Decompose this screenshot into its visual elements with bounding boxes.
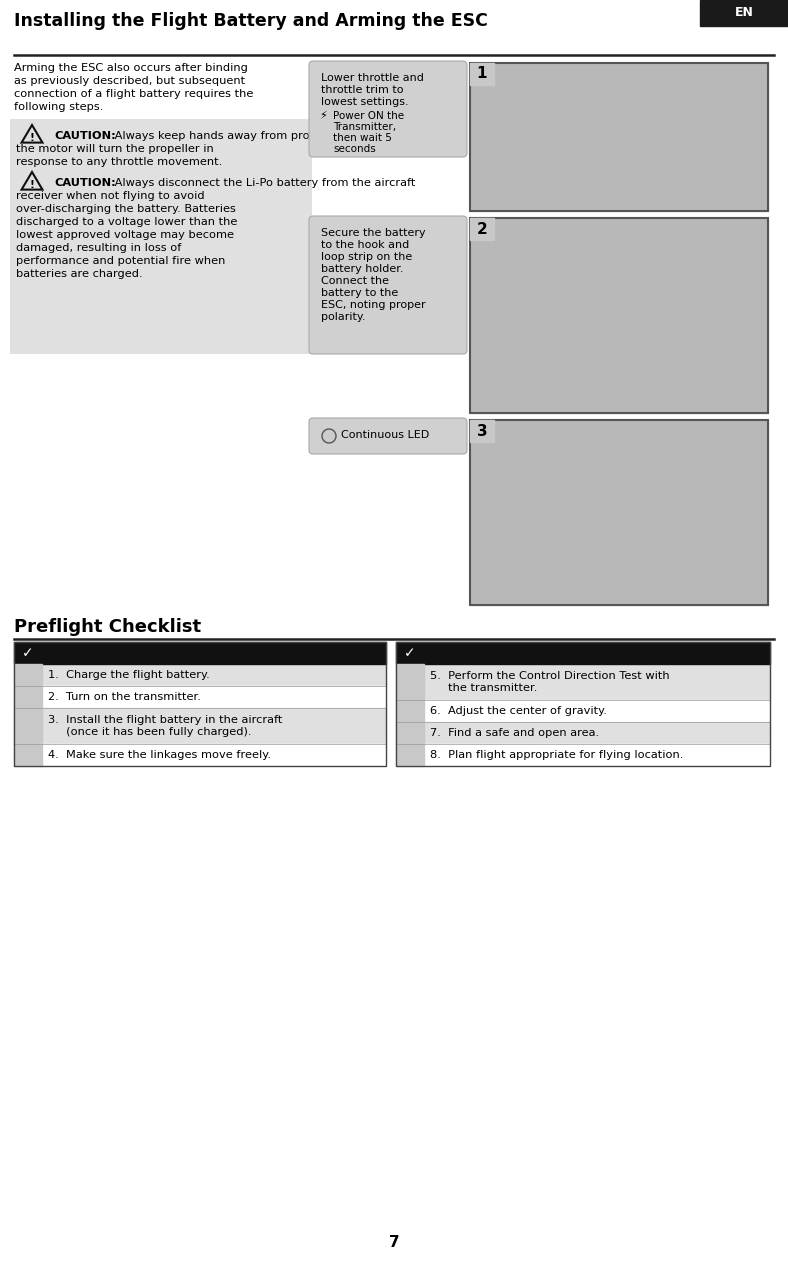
Bar (396, 744, 770, 767)
Text: 4.  Make sure the linkages move freely.: 4. Make sure the linkages move freely. (48, 750, 271, 760)
Text: 1: 1 (477, 67, 487, 81)
Text: receiver when not flying to avoid: receiver when not flying to avoid (16, 191, 205, 201)
Bar (14, 664, 42, 686)
Bar (470, 218, 768, 412)
Text: Always disconnect the Li-Po battery from the aircraft: Always disconnect the Li-Po battery from… (111, 178, 415, 188)
Bar (700, 0, 788, 27)
Text: as previously described, but subsequent: as previously described, but subsequent (14, 76, 245, 86)
Text: batteries are charged.: batteries are charged. (16, 269, 143, 280)
Text: 3.  Install the flight battery in the aircraft
     (once it has been fully char: 3. Install the flight battery in the air… (48, 715, 282, 736)
Bar (396, 744, 424, 767)
Text: the motor will turn the propeller in: the motor will turn the propeller in (16, 144, 214, 154)
Text: 2: 2 (477, 221, 487, 237)
Text: Arming the ESC also occurs after binding: Arming the ESC also occurs after binding (14, 63, 248, 73)
Text: response to any throttle movement.: response to any throttle movement. (16, 157, 222, 167)
Text: battery holder.: battery holder. (321, 264, 403, 275)
Text: polarity.: polarity. (321, 312, 366, 323)
Text: ESC, noting proper: ESC, noting proper (321, 300, 426, 310)
Bar (396, 700, 424, 722)
Bar (10, 119, 312, 354)
Bar (470, 63, 494, 85)
Text: !: ! (30, 133, 35, 143)
Text: 6.  Adjust the center of gravity.: 6. Adjust the center of gravity. (430, 706, 607, 716)
Bar (396, 664, 770, 700)
Text: Continuous LED: Continuous LED (341, 430, 429, 440)
Bar (470, 63, 768, 211)
Text: battery to the: battery to the (321, 288, 398, 299)
Text: 1.  Charge the flight battery.: 1. Charge the flight battery. (48, 670, 210, 681)
Text: 8.  Plan flight appropriate for flying location.: 8. Plan flight appropriate for flying lo… (430, 750, 683, 760)
Bar (14, 643, 386, 664)
Text: following steps.: following steps. (14, 102, 103, 113)
Text: 2.  Turn on the transmitter.: 2. Turn on the transmitter. (48, 692, 201, 702)
Bar (396, 722, 770, 744)
Bar (396, 643, 770, 664)
Text: Always keep hands away from propeller. When armed,: Always keep hands away from propeller. W… (111, 132, 425, 140)
Text: ✓: ✓ (22, 646, 34, 660)
Bar (396, 643, 770, 767)
Bar (470, 63, 768, 211)
Text: EN: EN (734, 6, 753, 19)
Text: discharged to a voltage lower than the: discharged to a voltage lower than the (16, 218, 237, 226)
Bar (14, 744, 386, 767)
Text: seconds: seconds (333, 144, 376, 154)
Text: 7: 7 (388, 1235, 400, 1250)
Text: Transmitter,: Transmitter, (333, 121, 396, 132)
Text: Connect the: Connect the (321, 276, 389, 286)
Text: Secure the battery: Secure the battery (321, 228, 426, 238)
Text: CAUTION:: CAUTION: (54, 132, 116, 140)
Text: lowest settings.: lowest settings. (321, 97, 409, 108)
Text: Lower throttle and: Lower throttle and (321, 73, 424, 83)
Text: CAUTION:: CAUTION: (54, 178, 116, 188)
Bar (14, 686, 386, 708)
Bar (470, 420, 494, 441)
Text: connection of a flight battery requires the: connection of a flight battery requires … (14, 89, 254, 99)
Text: Power ON the: Power ON the (333, 111, 404, 121)
Text: lowest approved voltage may become: lowest approved voltage may become (16, 230, 234, 240)
Text: 7.  Find a safe and open area.: 7. Find a safe and open area. (430, 727, 599, 737)
Text: loop strip on the: loop strip on the (321, 252, 412, 262)
Bar (14, 643, 386, 767)
Bar (396, 700, 770, 722)
Bar (14, 744, 42, 767)
Bar (470, 218, 768, 412)
Text: ✓: ✓ (404, 646, 416, 660)
Bar (14, 708, 42, 744)
Bar (14, 664, 386, 686)
Text: to the hook and: to the hook and (321, 240, 409, 250)
Text: damaged, resulting in loss of: damaged, resulting in loss of (16, 243, 181, 253)
Text: over-discharging the battery. Batteries: over-discharging the battery. Batteries (16, 204, 236, 214)
Text: !: ! (30, 180, 35, 190)
Text: ⚡: ⚡ (319, 111, 327, 121)
Bar (396, 722, 424, 744)
Text: Preflight Checklist: Preflight Checklist (14, 619, 201, 636)
Text: throttle trim to: throttle trim to (321, 85, 403, 95)
Circle shape (322, 429, 336, 443)
Bar (470, 420, 768, 605)
Bar (396, 664, 424, 700)
Text: 3: 3 (477, 424, 487, 439)
Bar (14, 708, 386, 744)
Text: then wait 5: then wait 5 (333, 133, 392, 143)
FancyBboxPatch shape (309, 61, 467, 157)
FancyBboxPatch shape (309, 216, 467, 354)
Text: 5.  Perform the Control Direction Test with
     the transmitter.: 5. Perform the Control Direction Test wi… (430, 672, 670, 693)
Bar (14, 686, 42, 708)
Bar (470, 420, 768, 605)
FancyBboxPatch shape (309, 417, 467, 454)
Text: Installing the Flight Battery and Arming the ESC: Installing the Flight Battery and Arming… (14, 11, 488, 30)
Bar (470, 218, 494, 240)
Text: performance and potential fire when: performance and potential fire when (16, 256, 225, 266)
